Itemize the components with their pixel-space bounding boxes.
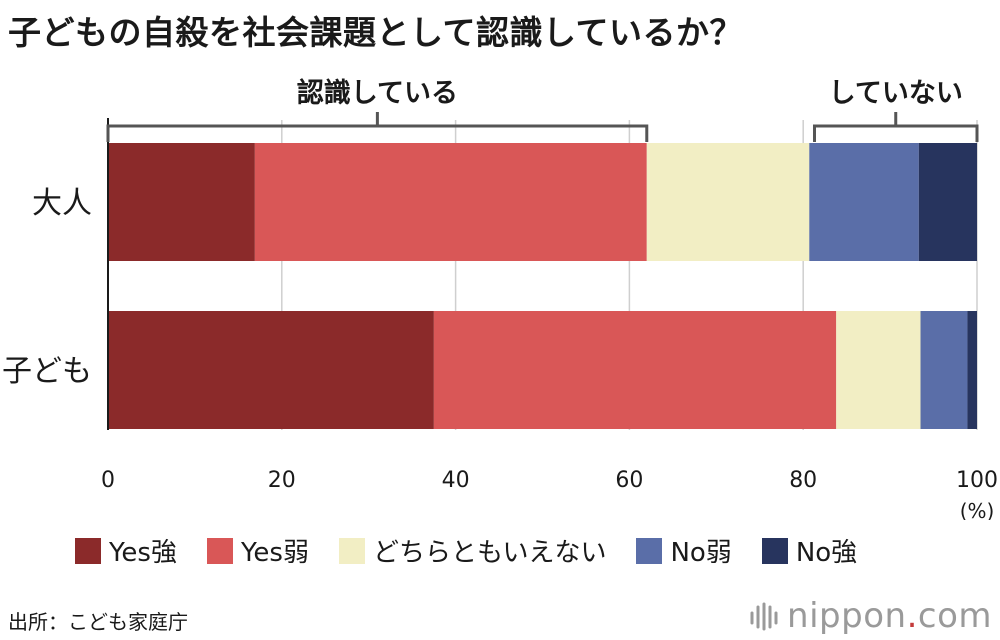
category-label: 大人 [32,186,92,221]
bar-segment [918,143,977,261]
legend-label: No弱 [670,538,732,568]
legend-label: No強 [795,538,858,568]
bar-segment [646,143,810,261]
legend-swatch [206,537,233,564]
annotation-label: 認識している [297,77,458,109]
bar-segment [967,311,977,429]
x-tick-label: 20 [268,468,296,493]
chart-title: 子どもの自殺を社会課題として認識しているか？ [8,13,744,52]
brand-logo: nippon. com [749,596,992,636]
bar-segment [920,311,968,429]
legend-item: No強 [761,532,858,569]
source-note: 出所：こども家庭庁 [8,610,188,634]
legend-item: No弱 [636,532,732,569]
legend-label: Yes弱 [240,538,309,568]
x-tick-label: 40 [442,468,470,493]
bar-segment [836,311,921,429]
legend-label: どちらともいえない [372,538,607,568]
annotation-label: していない [829,78,963,109]
x-tick-label: 60 [615,468,643,493]
brand-suffix: com [917,596,992,636]
legend-swatch [636,537,663,564]
legend-swatch [761,537,788,564]
brand-dot: . [906,596,918,636]
bar-segment [108,143,255,261]
legend-item: Yes弱 [206,532,309,569]
legend: Yes強 Yes弱 どちらともいえない No弱 No強 [75,532,887,569]
bar-segment [809,143,919,261]
legend-label: Yes強 [109,538,177,568]
bar-segment [108,311,434,429]
annotation-bracket [812,124,979,142]
legend-item: どちらともいえない [338,532,607,569]
bar-segment [433,311,837,429]
x-tick-label: 80 [789,468,817,493]
legend-swatch [338,537,365,564]
legend-swatch [75,537,101,564]
bar-segment [254,143,647,261]
x-tick-label: 0 [101,468,115,493]
nippon-logo-icon [750,602,778,631]
x-unit-label: (%) [960,499,995,520]
x-tick-label: 100 [956,468,998,493]
brand-name: nippon [787,596,907,636]
annotation-bracket [106,124,649,142]
legend-item: Yes強 [75,532,177,569]
category-label: 子ども [2,354,92,389]
